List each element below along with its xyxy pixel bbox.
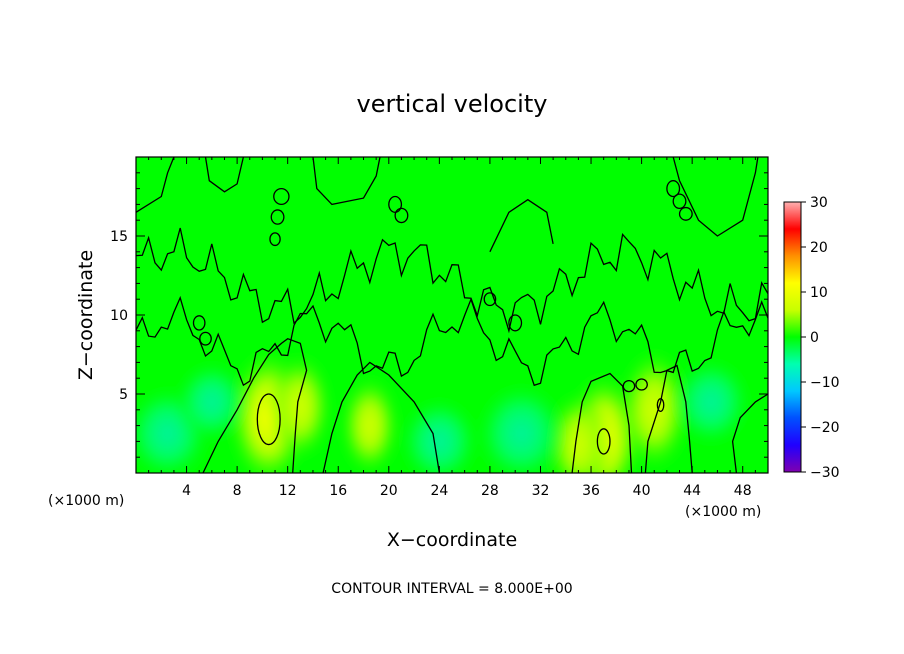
contour-upper-a [204, 157, 245, 193]
y-tick-label: 10 [110, 308, 128, 324]
x-tick-label: 4 [182, 483, 191, 499]
x-tick-label: 8 [233, 483, 242, 499]
y-tick-label: 15 [110, 229, 128, 245]
downdraft-region [174, 360, 250, 444]
updraft-core [268, 351, 332, 462]
x-tick-label: 24 [430, 483, 448, 499]
x-axis-label: X−coordinate [387, 529, 517, 551]
colorbar-ramp [783, 201, 802, 473]
contour-plume-right [571, 372, 633, 473]
x-tick-label: 16 [329, 483, 347, 499]
contour-small-ring [199, 331, 212, 346]
x-tick-label: 32 [532, 483, 550, 499]
y-axis-ticks: 5 10 15 [110, 172, 768, 458]
contour-upper-left [136, 157, 175, 213]
colorbar-ticks: 30 20 10 0 −10 −20 −30 [801, 195, 840, 481]
contour-upper-band [136, 227, 768, 334]
contour-small-ring [269, 232, 281, 247]
downdraft-region [670, 356, 752, 448]
colorbar-tick-label: 10 [810, 285, 828, 301]
downdraft-region [474, 380, 569, 473]
x-axis-ticks: 4 8 12 16 20 24 28 32 36 40 44 48 [148, 157, 756, 499]
downdraft-region [398, 395, 480, 473]
contour-plume-edge [731, 393, 768, 473]
contour-plume-left [202, 337, 308, 473]
contour-upper-d [672, 157, 759, 237]
contour-core-updraft-left [256, 393, 281, 446]
contour-small-ring [483, 292, 497, 307]
field-anomalies [136, 346, 752, 473]
contour-small-ring [192, 315, 206, 331]
x-tick-label: 36 [582, 483, 600, 499]
updraft-core [618, 346, 691, 473]
colorbar-tick-label: 20 [810, 240, 828, 256]
x-tick-label: 20 [380, 483, 398, 499]
contour-small-ring [678, 206, 693, 221]
y-tick-label: 5 [119, 387, 128, 403]
x-unit-right: (×1000 m) [685, 504, 761, 520]
x-tick-label: 48 [734, 483, 752, 499]
contour-small-ring [666, 180, 681, 198]
contour-upper-b [312, 157, 381, 206]
velocity-field [136, 157, 768, 473]
x-tick-label: 12 [279, 483, 297, 499]
colorbar-tick-label: 0 [810, 330, 819, 346]
colorbar-tick-label: 30 [810, 195, 828, 211]
colorbar-tick-label: −30 [810, 465, 840, 481]
contour-lines [136, 157, 768, 473]
contour-plume-mid [322, 361, 441, 473]
contour-small-ring [273, 187, 290, 206]
x-unit-left: (×1000 m) [48, 493, 124, 509]
contour-plume-far [644, 364, 693, 473]
contour-core-small [656, 398, 665, 413]
contour-small-ring [394, 207, 409, 224]
contour-small-ring [270, 209, 285, 225]
y-axis-label: Z−coordinate [75, 250, 97, 380]
contour-upper-c [489, 198, 554, 253]
contour-core-updraft-right [596, 428, 611, 455]
contour-small-ring [622, 379, 636, 393]
contour-midlevel-band [136, 295, 768, 387]
contour-small-ring [672, 193, 687, 209]
chart-title: vertical velocity [357, 90, 548, 118]
x-tick-label: 44 [683, 483, 701, 499]
x-tick-label: 28 [481, 483, 499, 499]
colorbar: 30 20 10 0 −10 −20 −30 [783, 195, 840, 481]
colorbar-tick-label: −20 [810, 420, 840, 436]
updraft-core [340, 374, 400, 473]
contour-interval-note: CONTOUR INTERVAL = 8.000E+00 [331, 581, 572, 597]
x-tick-label: 40 [633, 483, 651, 499]
contour-small-ring [635, 378, 648, 391]
colorbar-tick-label: −10 [810, 375, 840, 391]
contour-small-ring [508, 314, 523, 332]
